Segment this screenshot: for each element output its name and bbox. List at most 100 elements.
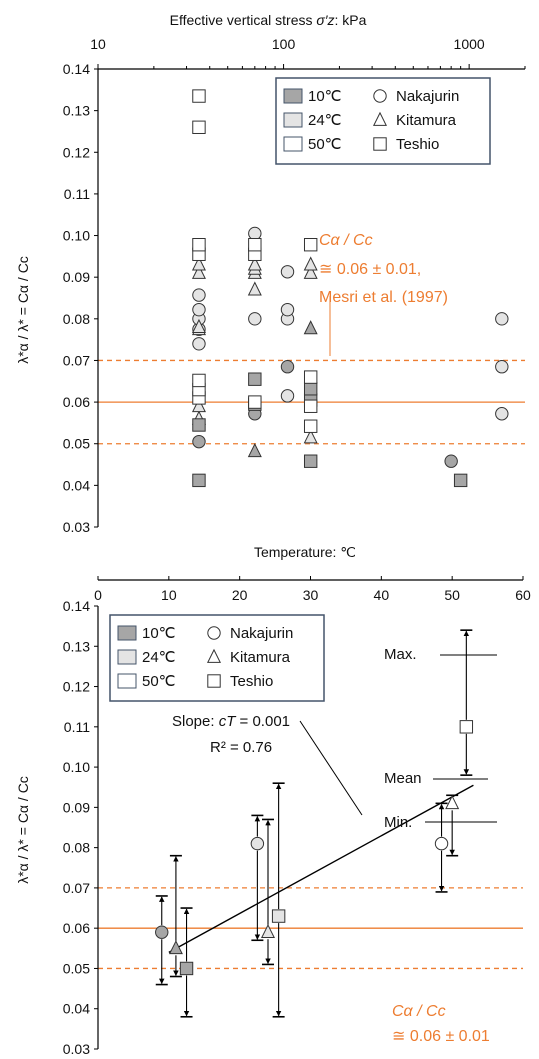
- mean-point-kitamura-triangle-marker: [168, 940, 183, 955]
- data-point-kitamura-triangle-marker: [303, 320, 318, 335]
- data-point-teshio-square-marker: [303, 382, 318, 396]
- x-tick-label: 0: [94, 587, 102, 603]
- y-tick-label: 0.04: [63, 477, 90, 493]
- data-point-teshio-square-marker: [192, 473, 206, 488]
- temperature-chart-reference-annotation: Cα / Cc ≅ 0.06 ± 0.01: [392, 1003, 490, 1045]
- temperature-chart-points: [155, 720, 474, 976]
- legend-circle-marker: [373, 89, 387, 103]
- temperature-chart-legend: 10℃ Nakajurin 24℃ Kitamura 50℃ Teshio: [109, 614, 325, 702]
- x-tick-label: 1000: [454, 36, 485, 52]
- data-point-kitamura-triangle-marker: [247, 281, 262, 296]
- temperature-chart-y-axis-title: λ*α / λ* = Cα / Cc: [15, 776, 31, 884]
- mean-point-nakajurin-circle-marker: [250, 836, 265, 851]
- max-label: Max.: [384, 646, 417, 663]
- y-tick-label: 0.12: [63, 679, 90, 695]
- temperature-chart-reference-lines: [98, 887, 523, 970]
- data-point-nakajurin-circle-marker: [495, 360, 509, 374]
- mean-point-teshio-square-marker: [271, 909, 286, 923]
- legend-square-marker: [373, 137, 387, 151]
- y-tick-label: 0.13: [63, 638, 90, 654]
- data-point-kitamura-triangle-marker: [247, 442, 262, 458]
- temperature-chart-range-bars: [155, 629, 473, 1018]
- slope-leader-line: [299, 720, 363, 816]
- y-tick-label: 0.09: [63, 799, 90, 815]
- data-point-teshio-square-marker: [248, 238, 262, 252]
- r-squared-text: R² = 0.76: [210, 739, 272, 756]
- stress-chart-legend: 10℃ Nakajurin 24℃ Kitamura 50℃ Teshio: [275, 77, 491, 165]
- x-tick-label: 40: [374, 587, 390, 603]
- stress-chart: Effective vertical stress σ′z: kPa λ*α /…: [15, 12, 526, 535]
- y-tick-label: 0.11: [64, 719, 90, 735]
- data-point-teshio-square-marker: [303, 419, 318, 433]
- data-point-kitamura-triangle-marker: [191, 318, 206, 333]
- min-label: Min.: [384, 814, 412, 831]
- legend-triangle-marker: [372, 111, 388, 126]
- data-point-nakajurin-circle-marker: [444, 454, 458, 468]
- data-point-nakajurin-circle-marker: [192, 337, 206, 351]
- temperature-chart-trendline: [168, 784, 474, 953]
- y-tick-label: 0.14: [63, 61, 90, 77]
- data-point-teshio-square-marker: [192, 238, 206, 252]
- data-point-teshio-square-marker: [453, 473, 468, 488]
- x-tick-label: 10: [90, 36, 106, 52]
- legend-swatch-1: [283, 112, 303, 128]
- legend-temp-label: 50℃: [308, 136, 342, 153]
- trend-line: [168, 784, 474, 953]
- mean-point-kitamura-triangle-marker: [260, 923, 276, 939]
- annotation-line: Mesri et al. (1997): [319, 289, 448, 306]
- stress-chart-reference-annotation: Cα / Cc ≅ 0.06 ± 0.01, Mesri et al. (199…: [319, 232, 448, 356]
- data-point-nakajurin-circle-marker: [248, 226, 262, 241]
- y-tick-label: 0.14: [63, 598, 90, 614]
- legend-clay-label: Nakajurin: [230, 625, 293, 642]
- legend-temp-label: 50℃: [142, 673, 176, 690]
- data-point-nakajurin-circle-marker: [495, 407, 509, 421]
- legend-clay-label: Kitamura: [230, 649, 291, 666]
- x-tick-label: 60: [515, 587, 531, 603]
- y-tick-label: 0.10: [63, 228, 90, 244]
- min-max-key: Max. Mean Min.: [384, 646, 497, 831]
- annotation-line: ≅ 0.06 ± 0.01: [392, 1028, 490, 1045]
- stress-chart-y-axis-title: λ*α / λ* = Cα / Cc: [15, 256, 31, 364]
- slope-label: Slope: cT = 0.001 R² = 0.76: [172, 713, 363, 816]
- legend-swatch-0: [117, 625, 137, 641]
- data-point-teshio-square-marker: [248, 372, 262, 386]
- data-point-nakajurin-circle-marker: [495, 312, 509, 326]
- y-tick-label: 0.06: [63, 394, 90, 410]
- x-tick-label: 50: [444, 587, 460, 603]
- data-point-teshio-square-marker: [303, 454, 318, 468]
- y-tick-label: 0.08: [63, 311, 90, 327]
- legend-clay-label: Teshio: [230, 673, 273, 690]
- data-point-nakajurin-circle-marker: [192, 434, 206, 449]
- temperature-chart-x-axis-title: Temperature: ℃: [254, 544, 356, 560]
- annotation-line: Cα / Cc: [319, 232, 373, 249]
- data-point-teshio-square-marker: [192, 120, 206, 134]
- data-point-nakajurin-circle-marker: [280, 302, 295, 317]
- legend-swatch-1: [117, 649, 137, 665]
- annotation-line: Cα / Cc: [392, 1003, 446, 1020]
- annotation-line: ≅ 0.06 ± 0.01,: [319, 261, 421, 278]
- data-point-nakajurin-circle-marker: [192, 288, 206, 302]
- legend-square-marker: [207, 674, 221, 688]
- data-point-kitamura-triangle-marker: [191, 398, 206, 413]
- y-tick-label: 0.05: [63, 436, 90, 452]
- legend-swatch-0: [283, 88, 303, 104]
- y-tick-label: 0.03: [63, 1041, 90, 1057]
- y-tick-label: 0.09: [63, 269, 90, 285]
- data-point-teshio-square-marker: [192, 89, 206, 103]
- y-tick-label: 0.07: [63, 352, 90, 368]
- data-point-teshio-square-marker: [192, 418, 206, 432]
- mean-point-kitamura-triangle-marker: [445, 795, 460, 810]
- data-point-teshio-square-marker: [192, 373, 206, 388]
- slope-text: Slope: cT = 0.001: [172, 713, 290, 730]
- legend-clay-label: Nakajurin: [396, 88, 459, 105]
- stress-chart-x-axis-title: Effective vertical stress σ′z: kPa: [170, 12, 367, 28]
- legend-circle-marker: [207, 626, 221, 640]
- legend-temp-label: 24℃: [142, 649, 176, 666]
- mean-point-nakajurin-circle-marker: [155, 925, 169, 939]
- data-point-nakajurin-circle-marker: [192, 302, 206, 317]
- data-point-kitamura-triangle-marker: [303, 429, 318, 444]
- temperature-chart: Temperature: ℃ λ*α / λ* = Cα / Cc 0.03 0.…: [15, 544, 531, 1057]
- data-point-nakajurin-circle-marker: [280, 389, 295, 403]
- data-point-kitamura-triangle-marker: [191, 264, 206, 279]
